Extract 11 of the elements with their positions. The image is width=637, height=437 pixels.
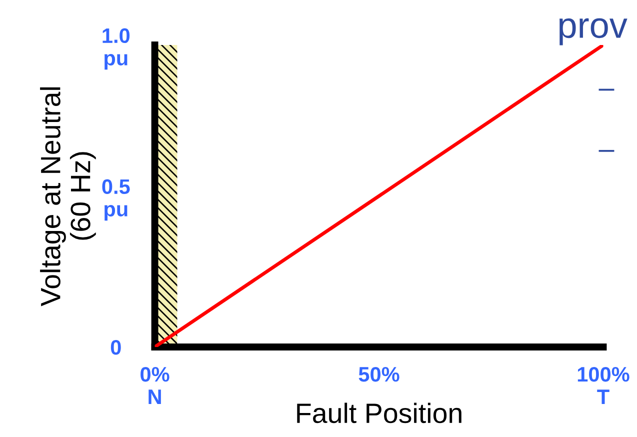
x-tick-label: 100% T: [578, 366, 630, 404]
annotation: –: [598, 88, 614, 91]
y-axis-title: Voltage at Neutral (60 Hz): [40, 87, 96, 306]
x-tick-label: 50%: [358, 366, 400, 382]
annotation: prov: [560, 18, 628, 46]
y-tick-label: 0: [110, 340, 121, 355]
x-axis-title: Fault Position: [297, 402, 462, 424]
x-tick-label: 0% N: [140, 366, 170, 404]
y-tick-label: 0.5 pu: [102, 179, 130, 221]
annotation: –: [598, 150, 614, 152]
y-tick-label: 1.0 pu: [102, 28, 130, 70]
